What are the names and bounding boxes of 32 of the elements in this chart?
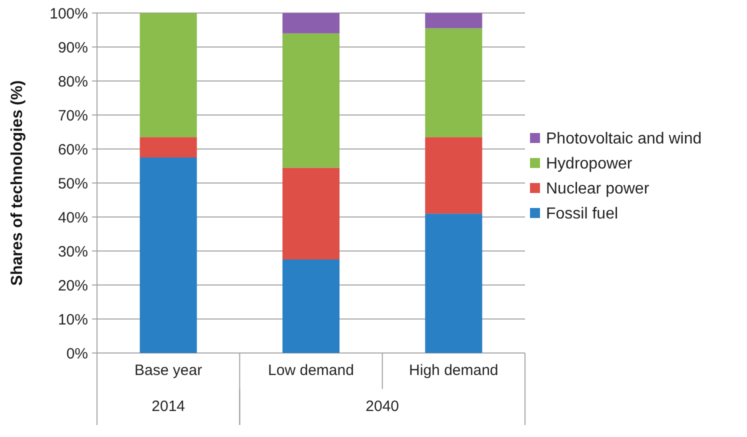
bar xyxy=(425,13,482,28)
y-tick-label: 60% xyxy=(58,141,88,158)
bar xyxy=(140,13,197,138)
x-tick-label: Base year xyxy=(134,362,202,379)
legend-label: Fossil fuel xyxy=(546,206,618,223)
text: 2040 xyxy=(366,398,400,415)
legend-label: Photovoltaic and wind xyxy=(546,130,702,148)
bar xyxy=(282,168,340,260)
y-tick-label: 70% xyxy=(58,107,88,124)
text: 2014 xyxy=(152,398,186,415)
y-tick-label: 10% xyxy=(58,311,88,328)
y-axis-title: Shares of technologies (%) xyxy=(9,80,26,286)
legend-label: Hydropower xyxy=(546,156,633,173)
bar xyxy=(425,214,482,353)
x-tick-label: High demand xyxy=(409,362,498,379)
y-tick-label: 20% xyxy=(58,277,88,294)
bar xyxy=(140,158,197,353)
y-tick-label: 80% xyxy=(58,73,88,90)
y-tick-label: 100% xyxy=(50,5,88,22)
y-tick-label: 90% xyxy=(58,39,88,56)
bar xyxy=(425,28,482,138)
y-tick-label: 50% xyxy=(58,175,88,192)
legend-label: Nuclear power xyxy=(546,180,650,198)
bar xyxy=(282,33,340,168)
bar xyxy=(140,137,197,158)
y-tick-label: 30% xyxy=(58,243,88,260)
bar xyxy=(425,137,482,214)
bar xyxy=(282,13,340,34)
y-tick-label: 0% xyxy=(66,345,88,362)
x-tick-label: Low demand xyxy=(268,362,354,379)
bar xyxy=(282,260,340,353)
y-tick-label: 40% xyxy=(58,209,88,226)
